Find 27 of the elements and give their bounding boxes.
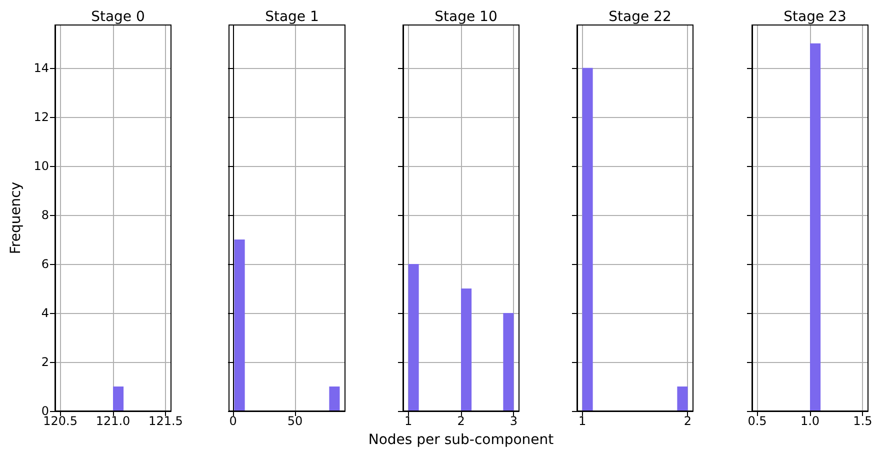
x-tick-label: 121.0: [96, 414, 130, 428]
x-tick-label: 1: [404, 414, 412, 428]
x-tick-label: 3: [510, 414, 518, 428]
y-tick-label: 14: [34, 60, 49, 75]
x-tick-label: 2: [457, 414, 465, 428]
x-tick-label: 1.0: [800, 414, 820, 428]
chart-title: Stage 10: [434, 9, 498, 25]
x-tick-label: 120.5: [43, 414, 78, 428]
x-tick-label: 2: [684, 414, 692, 428]
y-tick-label: 4: [41, 306, 49, 320]
x-tick-label: 0.5: [748, 414, 767, 428]
chart-title: Stage 23: [784, 9, 846, 25]
x-tick-label: 0: [229, 414, 237, 428]
x-tick-label: 1: [578, 414, 586, 428]
x-axis-title: Nodes per sub-component: [368, 432, 554, 448]
y-tick-label: 2: [41, 354, 49, 369]
y-tick-label: 12: [34, 110, 49, 124]
chart-title: Stage 22: [608, 9, 672, 25]
y-tick-label: 6: [41, 256, 49, 271]
x-tick-label: 50: [287, 414, 303, 428]
y-tick-label: 8: [41, 208, 49, 222]
x-tick-label: 121.5: [148, 414, 183, 428]
y-tick-label: 10: [34, 158, 49, 173]
chart-title: Stage 1: [265, 9, 319, 25]
chart-title: Stage 0: [91, 9, 145, 25]
y-axis-title: Frequency: [8, 182, 24, 254]
x-tick-label: 1.5: [853, 414, 872, 428]
